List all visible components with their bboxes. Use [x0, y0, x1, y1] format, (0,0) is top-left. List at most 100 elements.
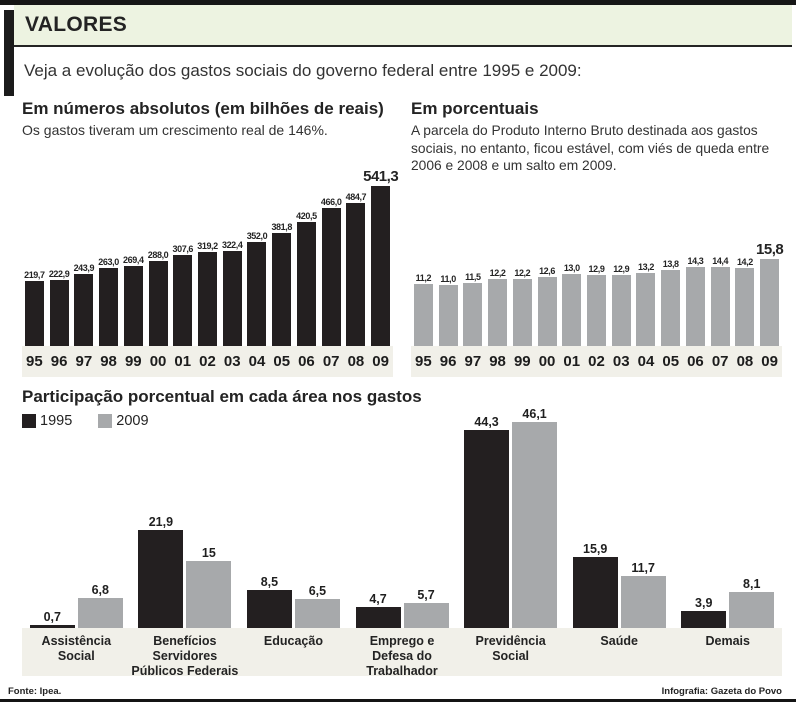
category-label: Demais: [705, 634, 750, 648]
year-label: 00: [538, 353, 556, 370]
bar: [685, 267, 705, 346]
year-label: 02: [588, 353, 605, 370]
bar: [222, 251, 242, 346]
bar-value-label: 8,1: [743, 577, 761, 591]
year-label: 99: [124, 353, 142, 370]
bar: [537, 277, 557, 346]
year-label: 05: [273, 353, 291, 370]
bar: [562, 274, 582, 346]
year-label: 96: [439, 353, 457, 370]
bar: [735, 268, 755, 346]
year-label: 07: [322, 353, 340, 370]
year-label: 98: [489, 353, 506, 370]
bar-wrap: 5,7: [403, 588, 449, 628]
chart-percent-of-gdp: Em porcentuais A parcela do Produto Inte…: [411, 99, 784, 377]
bar-value-label: 263,0: [98, 257, 119, 267]
bar-cell: 219,7: [22, 270, 47, 346]
bar-value-label: 381,8: [271, 222, 292, 232]
bar-value-label: 4,7: [369, 592, 387, 606]
bar: [99, 268, 119, 346]
bar: [77, 598, 123, 628]
bar-cell: 12,2: [485, 268, 510, 346]
bar-value-label: 11,5: [465, 272, 481, 282]
bar: [173, 255, 193, 346]
bar-group: 8,5 6,5: [239, 575, 348, 628]
bar: [123, 266, 143, 346]
bar-wrap: 46,1: [512, 407, 558, 628]
bar-cell: 420,5: [294, 211, 319, 346]
bar-plot: 11,2 11,0 11,5 12,2 12,2 12,6 13,0 12,9 12,9 13,2…: [411, 241, 784, 346]
bar-value-label: 15,9: [583, 542, 608, 556]
year-label: 02: [199, 353, 216, 370]
bar-wrap: 21,9: [138, 515, 184, 628]
bar-value-label: 14,2: [736, 257, 753, 267]
chart-subtitle: A parcela do Produto Interno Bruto desti…: [411, 123, 770, 174]
year-axis: 95 96 97 98 99 00 01 02 03 04 05 06 07 08 09: [411, 346, 782, 377]
category-label: Benefícios Servidores Públicos Federais: [131, 634, 239, 678]
bar-value-label: 14,3: [687, 256, 704, 266]
year-label: 04: [637, 353, 655, 370]
bar: [620, 576, 666, 628]
category-label: Emprego e Defesa do Trabalhador: [366, 634, 438, 678]
bar: [636, 273, 656, 346]
bar: [413, 284, 433, 346]
bar-wrap: 15: [186, 546, 232, 628]
bar-value-label: 13,2: [638, 262, 654, 272]
bar-value-label: 243,9: [73, 263, 95, 273]
bar-cell: 307,6: [170, 244, 195, 346]
bar-value-label: 269,4: [123, 255, 144, 265]
bar: [186, 561, 232, 628]
bar-value-label: 3,9: [695, 596, 713, 610]
bar-cell: 11,0: [436, 274, 461, 346]
year-label: 96: [50, 353, 68, 370]
year-label: 07: [711, 353, 729, 370]
grouped-bar-plot: 0,7 6,8 21,9 15 8,5 6,5 4,7 5,7 44,3 46,1 15,9 11,7…: [22, 407, 782, 628]
legend-label-1995: 1995: [40, 413, 73, 429]
bar-cell: 12,2: [510, 268, 535, 346]
bar-value-label: 11,2: [415, 273, 432, 283]
bar-cell: 13,8: [658, 259, 683, 346]
bar-value-label: 8,5: [260, 575, 279, 589]
bar: [294, 599, 340, 628]
bar-group: 3,9 8,1: [673, 577, 782, 628]
year-label: 95: [415, 353, 432, 370]
legend-swatch-1995: [22, 414, 36, 428]
bar-value-label: 5,7: [417, 588, 435, 602]
bar-value-label: 44,3: [474, 415, 499, 429]
bar-cell: 381,8: [269, 222, 294, 346]
bar: [710, 267, 730, 346]
bar: [346, 203, 366, 346]
chart-absolute-values: Em números absolutos (em bilhões de reai…: [22, 99, 399, 377]
bar-cell: 13,0: [559, 263, 584, 346]
bar-value-label: 15,8: [756, 241, 784, 258]
footer-credit: Infografia: Gazeta do Povo: [661, 686, 782, 697]
bar-value-label: 0,7: [43, 610, 61, 624]
bar-cell: 222,9: [47, 269, 72, 346]
bar-wrap: 44,3: [464, 415, 510, 628]
bar-wrap: 6,5: [294, 584, 340, 628]
bar-cell: 322,4: [220, 240, 245, 346]
bar-cell: 263,0: [96, 257, 121, 346]
legend-item-1995: 1995: [22, 413, 72, 429]
bar: [463, 283, 483, 346]
year-label: 99: [513, 353, 531, 370]
bar: [272, 233, 292, 346]
bar-value-label: 46,1: [522, 407, 547, 421]
bar-value-label: 6,8: [91, 583, 109, 597]
category-axis: Assistência Social Benefícios Servidores …: [22, 628, 782, 678]
bar-cell: 484,7: [344, 192, 369, 346]
bar-wrap: 6,8: [77, 583, 123, 628]
bar-group: 15,9 11,7: [565, 542, 674, 628]
bar-wrap: 11,7: [620, 561, 666, 628]
year-label: 00: [149, 353, 167, 370]
year-label: 09: [761, 353, 778, 370]
bar-cell: 352,0: [245, 231, 270, 346]
legend-item-2009: 2009: [98, 413, 149, 429]
legend-label-2009: 2009: [116, 413, 149, 429]
category-label: Previdência Social: [475, 634, 546, 663]
bar-value-label: 13,0: [563, 263, 580, 273]
footer: Fonte: Ipea. Infografia: Gazeta do Povo: [0, 676, 796, 699]
page-subtitle: Veja a evolução dos gastos sociais do go…: [24, 61, 582, 80]
category-label: Saúde: [600, 634, 638, 648]
